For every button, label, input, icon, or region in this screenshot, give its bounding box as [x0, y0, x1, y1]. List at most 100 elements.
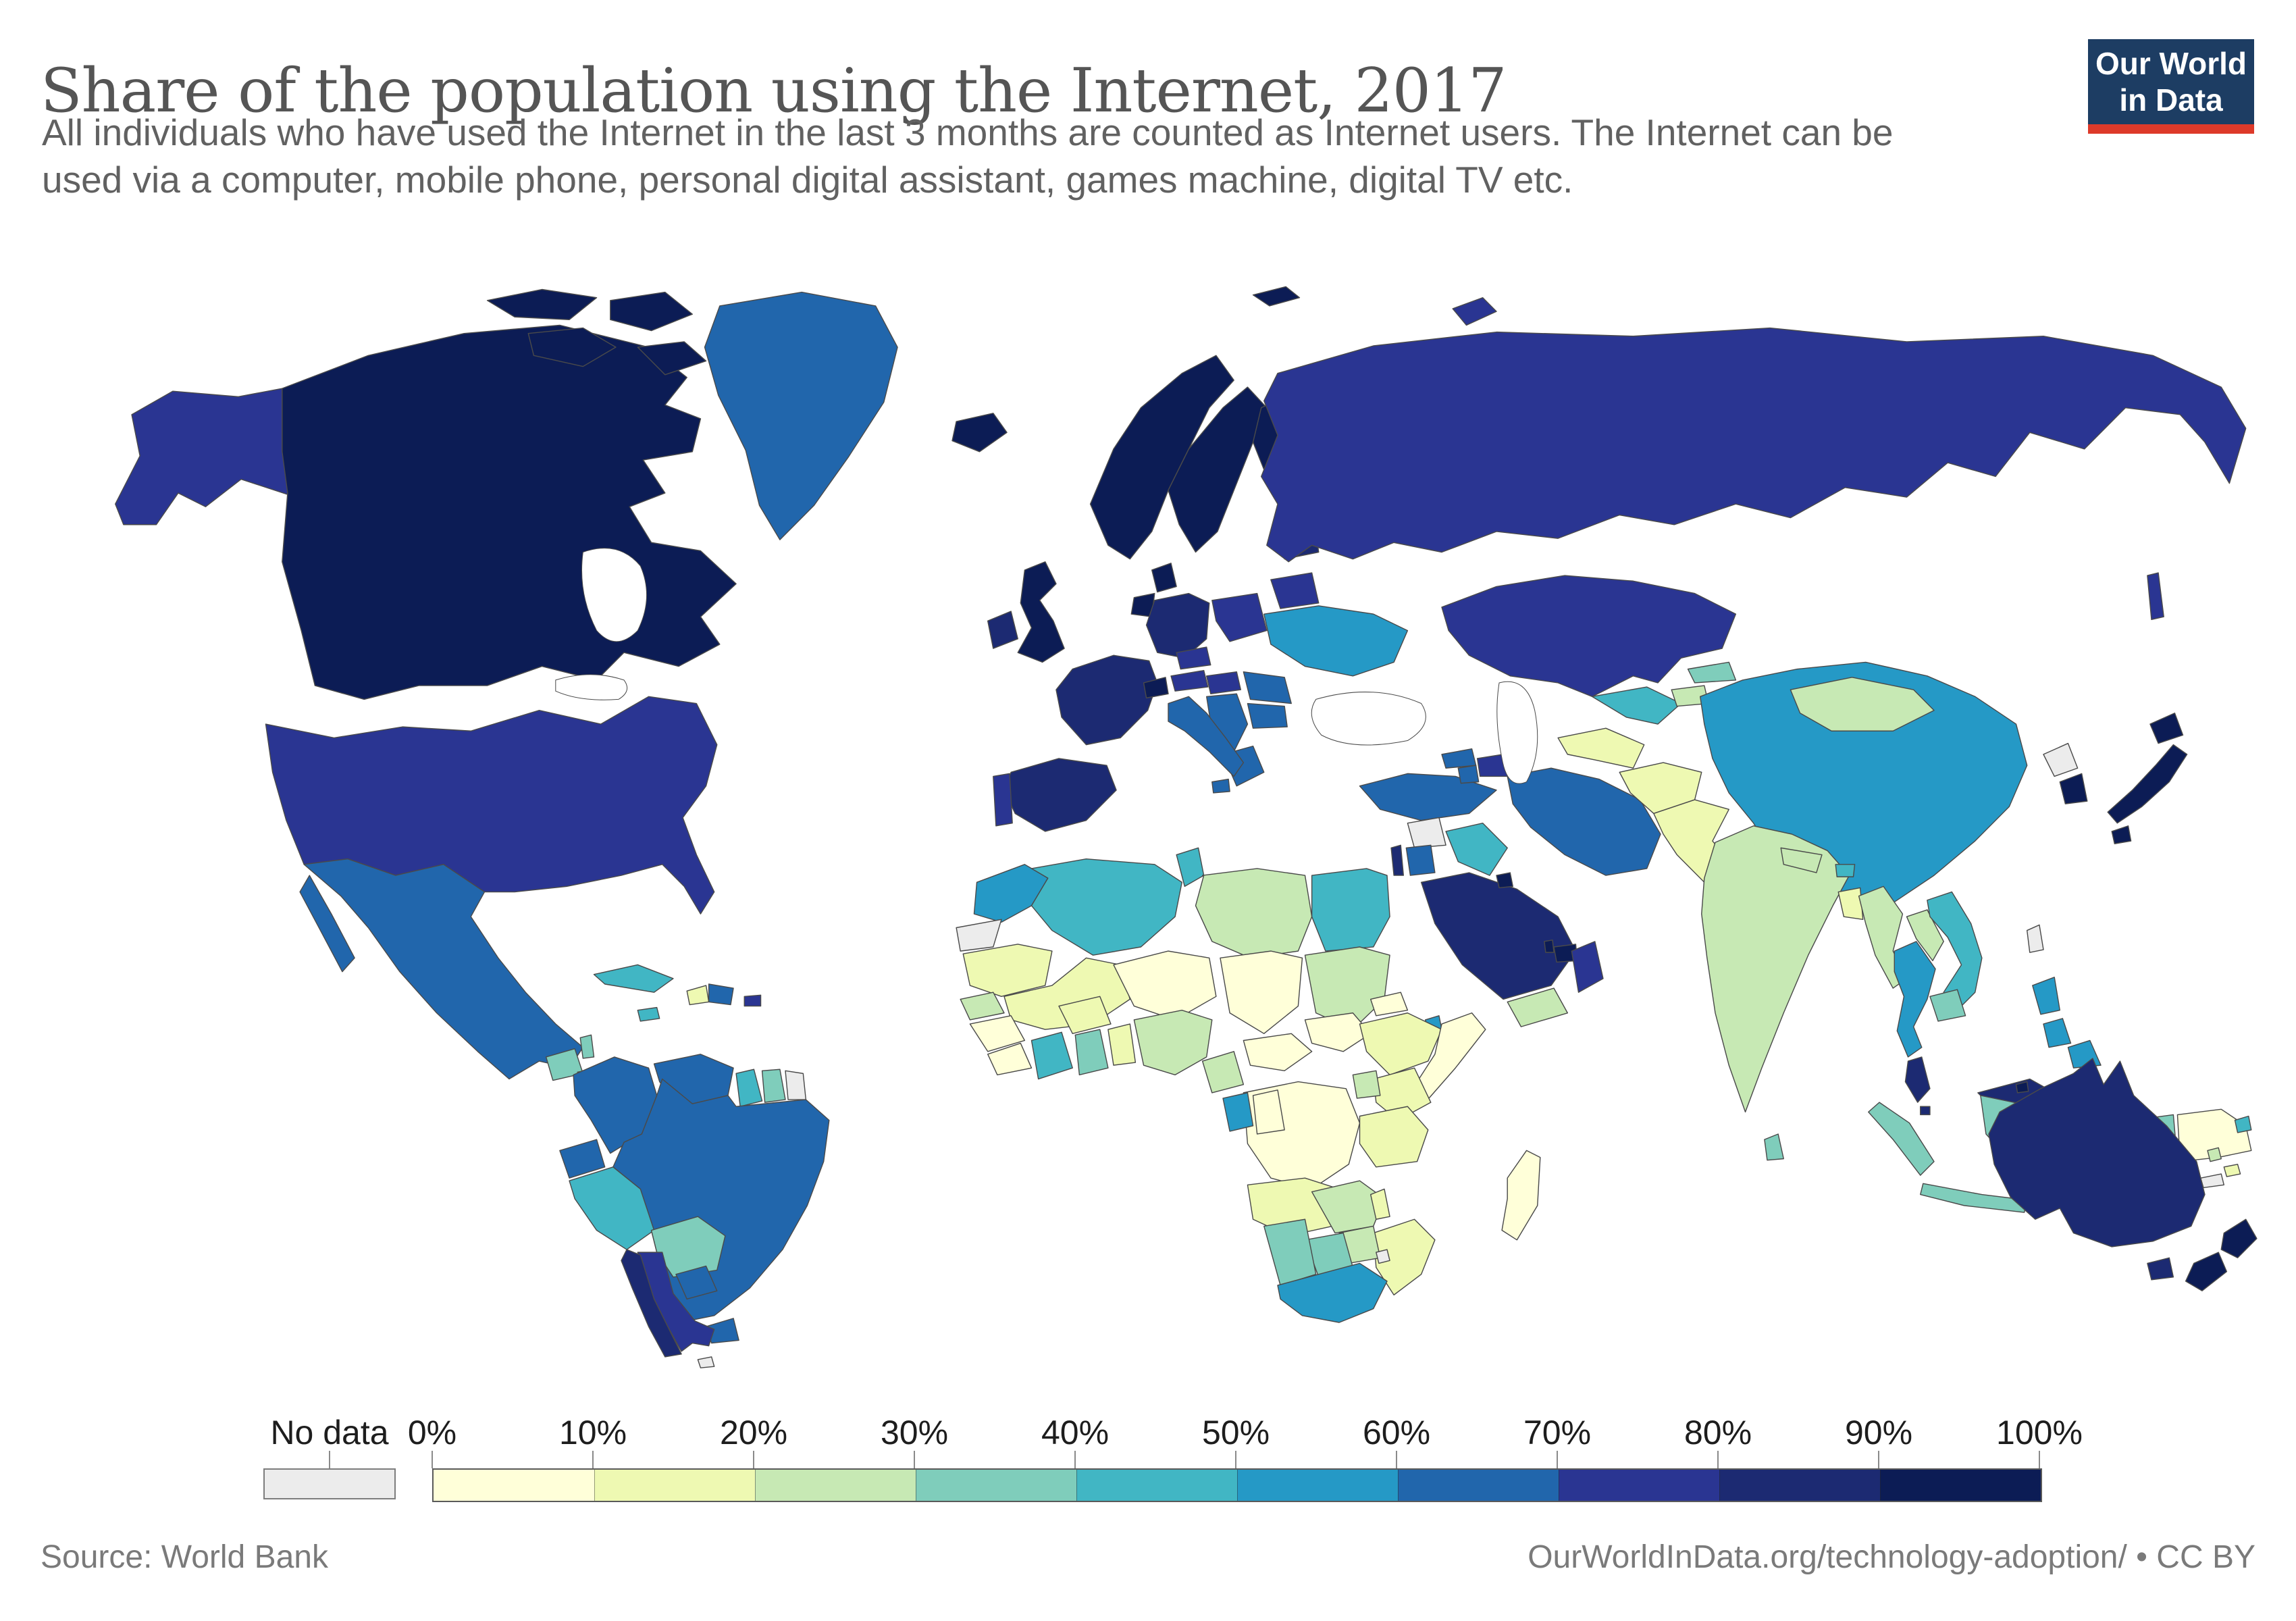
- country-laos[interactable]: [1906, 909, 1944, 962]
- country-jordan[interactable]: [1405, 844, 1436, 876]
- country-kazakhstan[interactable]: [1441, 575, 1737, 698]
- country-central-african-republic[interactable]: [1243, 1033, 1313, 1072]
- country-ukraine[interactable]: [1263, 605, 1409, 677]
- country-guinea[interactable]: [969, 1015, 1026, 1052]
- country-poland[interactable]: [1211, 592, 1268, 642]
- country-iran[interactable]: [1507, 767, 1661, 876]
- legend-segment-60%-70%[interactable]: [1398, 1470, 1559, 1501]
- country-ecuador[interactable]: [559, 1139, 606, 1179]
- country-syria[interactable]: [1407, 817, 1446, 849]
- country-nigeria[interactable]: [1133, 1009, 1213, 1076]
- country-hungary[interactable]: [1205, 671, 1242, 694]
- legend-segment-40%-50%[interactable]: [1076, 1470, 1237, 1501]
- country-sri-lanka[interactable]: [1764, 1133, 1784, 1161]
- country-mexico-baja[interactable]: [299, 875, 355, 973]
- country-philippines-luzon[interactable]: [2032, 977, 2061, 1015]
- country-czechia[interactable]: [1176, 646, 1211, 670]
- country-egypt[interactable]: [1311, 868, 1390, 952]
- country-tasmania[interactable]: [2147, 1257, 2174, 1281]
- country-south-sudan[interactable]: [1304, 1012, 1372, 1052]
- country-greenland[interactable]: [704, 291, 898, 540]
- legend-segment-50%-60%[interactable]: [1237, 1470, 1398, 1501]
- country-svalbard[interactable]: [1252, 286, 1301, 307]
- country-tunisia[interactable]: [1176, 847, 1205, 887]
- country-novaya-zemlya[interactable]: [1452, 297, 1497, 326]
- country-chile[interactable]: [621, 1249, 682, 1358]
- credit-link[interactable]: OurWorldInData.org/technology-adoption/ …: [1528, 1539, 2255, 1575]
- country-iraq[interactable]: [1445, 822, 1508, 876]
- country-north-korea[interactable]: [2043, 742, 2079, 777]
- country-georgia[interactable]: [1441, 748, 1477, 769]
- country-burkina-faso[interactable]: [1058, 996, 1112, 1035]
- country-kyrgyzstan[interactable]: [1687, 661, 1737, 684]
- country-turkey[interactable]: [1359, 773, 1497, 821]
- country-new-caledonia[interactable]: [2200, 1173, 2225, 1189]
- country-russia[interactable]: [1260, 327, 2247, 563]
- country-cambodia[interactable]: [1929, 989, 1966, 1022]
- country-peru[interactable]: [569, 1166, 655, 1250]
- country-paraguay[interactable]: [675, 1265, 718, 1300]
- country-austria[interactable]: [1170, 669, 1209, 692]
- country-canada[interactable]: [282, 324, 737, 700]
- country-new-zealand-south[interactable]: [2185, 1252, 2228, 1291]
- country-sweden[interactable]: [1168, 386, 1268, 553]
- country-uzbekistan[interactable]: [1592, 686, 1682, 725]
- country-cuba[interactable]: [593, 964, 674, 993]
- country-canada-arctic-4[interactable]: [637, 341, 707, 376]
- country-thailand[interactable]: [1894, 941, 1936, 1058]
- country-dominican-republic[interactable]: [708, 983, 734, 1006]
- country-ireland[interactable]: [987, 611, 1018, 649]
- country-japan-honshu[interactable]: [2107, 744, 2188, 824]
- country-tanzania[interactable]: [1359, 1106, 1429, 1168]
- legend-segment-30%-40%[interactable]: [916, 1470, 1076, 1501]
- country-bangladesh[interactable]: [1837, 887, 1864, 920]
- country-fiji[interactable]: [2234, 1115, 2252, 1133]
- country-france[interactable]: [1055, 654, 1158, 746]
- country-indonesia-java[interactable]: [1920, 1183, 2028, 1213]
- legend-segment-0%-10%[interactable]: [434, 1470, 594, 1501]
- country-kuwait[interactable]: [1496, 872, 1514, 889]
- country-mongolia[interactable]: [1790, 677, 1935, 731]
- country-chad[interactable]: [1220, 950, 1303, 1035]
- country-philippines-visayas[interactable]: [2043, 1018, 2072, 1048]
- country-indonesia-sumatra[interactable]: [1868, 1102, 1935, 1176]
- country-armenia[interactable]: [1457, 765, 1480, 784]
- country-canada-arctic-1[interactable]: [486, 288, 598, 321]
- country-french-guiana[interactable]: [785, 1070, 807, 1100]
- country-germany[interactable]: [1145, 592, 1210, 659]
- country-haiti[interactable]: [686, 985, 710, 1006]
- country-benin-togo[interactable]: [1107, 1023, 1137, 1066]
- country-french-southern-territories[interactable]: [1376, 1249, 1390, 1264]
- country-brunei[interactable]: [2015, 1081, 2029, 1093]
- country-singapore[interactable]: [1920, 1106, 1931, 1116]
- country-portugal[interactable]: [993, 773, 1013, 827]
- country-congo[interactable]: [1252, 1089, 1285, 1135]
- country-belarus[interactable]: [1270, 572, 1320, 609]
- country-somalia[interactable]: [1416, 1012, 1486, 1103]
- country-norway[interactable]: [1089, 355, 1234, 560]
- country-mauritania[interactable]: [962, 944, 1053, 998]
- country-qatar[interactable]: [1544, 940, 1555, 953]
- country-guyana[interactable]: [735, 1069, 763, 1107]
- country-bulgaria[interactable]: [1247, 702, 1288, 729]
- country-south-africa[interactable]: [1277, 1262, 1388, 1323]
- legend-segment-80%-90%[interactable]: [1719, 1470, 1880, 1501]
- country-libya[interactable]: [1195, 868, 1313, 959]
- country-canada-arctic-3[interactable]: [527, 327, 617, 367]
- country-uganda[interactable]: [1352, 1070, 1381, 1099]
- country-sakhalin[interactable]: [2147, 572, 2164, 621]
- country-taiwan[interactable]: [2026, 924, 2044, 953]
- country-puerto-rico[interactable]: [743, 994, 762, 1007]
- country-australia[interactable]: [1988, 1058, 2206, 1247]
- country-vanuatu[interactable]: [2207, 1147, 2222, 1162]
- country-spain[interactable]: [1003, 758, 1117, 832]
- legend-segment-10%-20%[interactable]: [594, 1470, 755, 1501]
- country-nepal[interactable]: [1780, 847, 1823, 873]
- country-namibia[interactable]: [1263, 1218, 1317, 1286]
- country-jamaica[interactable]: [637, 1006, 660, 1022]
- legend-segment-20%-30%[interactable]: [755, 1470, 916, 1501]
- country-gabon[interactable]: [1222, 1092, 1254, 1132]
- country-new-zealand-north[interactable]: [2220, 1218, 2258, 1258]
- country-belize[interactable]: [579, 1034, 595, 1059]
- country-india[interactable]: [1701, 825, 1850, 1113]
